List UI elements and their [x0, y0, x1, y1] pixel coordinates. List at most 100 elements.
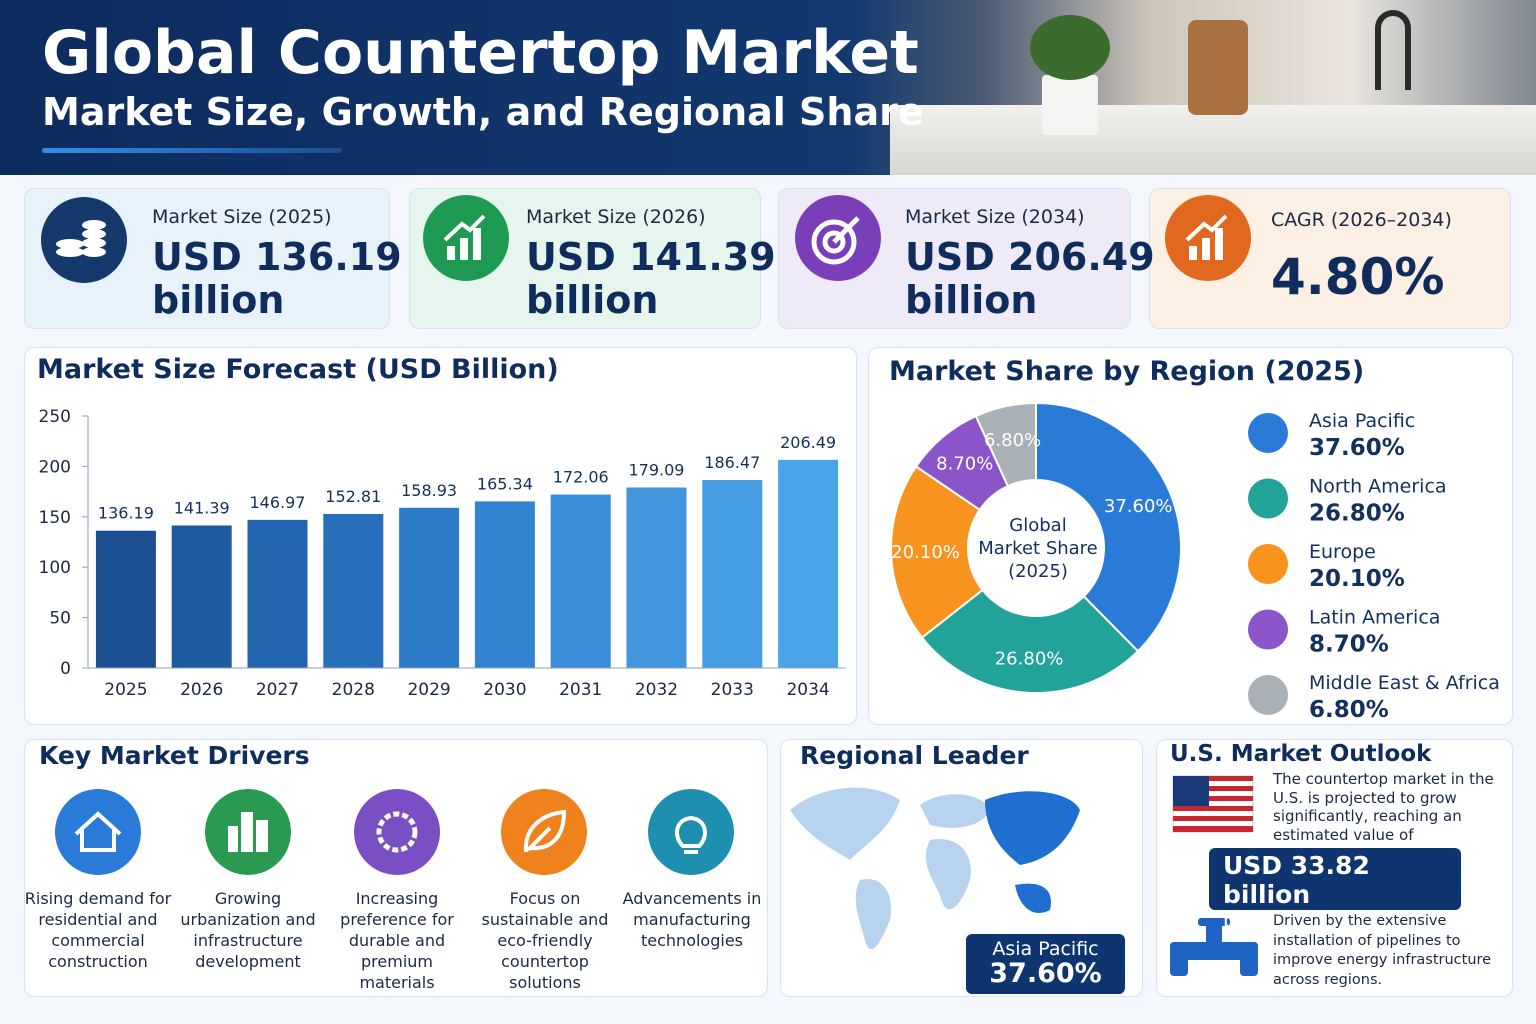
section-title: Key Market Drivers	[39, 741, 310, 770]
leaf-icon	[523, 809, 567, 853]
stat-value: USD 136.19	[152, 235, 402, 279]
legend-marker	[1248, 675, 1288, 715]
legend-value: 8.70%	[1309, 632, 1389, 658]
chart-title: Market Share by Region (2025)	[889, 356, 1365, 387]
pie-center-label: Global Market Share (2025)	[978, 515, 1098, 582]
us-note: Driven by the extensive installation of …	[1273, 913, 1492, 988]
subtitle: Market Size, Growth, and Regional Share	[42, 90, 924, 134]
title: Global Countertop Market	[42, 18, 919, 88]
icon	[41, 197, 127, 283]
driver-text: Rising demand for residential and commer…	[24, 889, 172, 971]
icon	[354, 789, 440, 875]
stat-icons	[41, 195, 1251, 283]
bar	[702, 480, 763, 668]
x-tick-label: 2026	[180, 680, 223, 700]
section-title: U.S. Market Outlook	[1170, 741, 1432, 767]
us-flag	[1172, 775, 1254, 833]
us-year: by 2032	[1223, 908, 1305, 932]
legend-value: 6.80%	[1309, 697, 1389, 723]
x-tick-label: 2028	[332, 680, 375, 700]
us-value: USD 33.82 billion	[1223, 851, 1370, 909]
legend-value: 37.60%	[1309, 435, 1405, 461]
stat-unit: billion	[152, 278, 285, 322]
x-tick-label: 2033	[711, 680, 754, 700]
slice-label: 26.80%	[995, 648, 1064, 669]
pipe-icon	[1170, 918, 1258, 976]
y-tick-label: 100	[39, 558, 71, 578]
value-label: 136.19	[98, 504, 154, 523]
bar	[95, 530, 156, 668]
bar	[171, 525, 232, 668]
value-label: 206.49	[780, 433, 836, 452]
section-title: Regional Leader	[800, 741, 1029, 770]
counter	[890, 105, 1536, 175]
underline	[42, 148, 342, 153]
asia-pacific	[985, 791, 1080, 913]
y-tick-label: 250	[39, 407, 71, 427]
driver-text: Advancements in manufacturing technologi…	[622, 889, 762, 950]
driver-text: Increasing preference for durable and pr…	[340, 889, 454, 992]
slice-label: 20.10%	[891, 542, 960, 563]
bar-chart: 0 50 100 150 200 250 136.19 2025 141.39 2026 146.9…	[39, 407, 846, 700]
growth-icon	[443, 214, 486, 260]
legend-label: Europe	[1309, 541, 1376, 563]
value-label: 186.47	[704, 453, 760, 472]
pie-slice	[974, 401, 1037, 488]
pie-slice	[890, 465, 984, 639]
bar	[247, 519, 308, 668]
stat-value: USD 206.49	[905, 235, 1155, 279]
stat-unit: billion	[905, 278, 1038, 322]
y-tick-label: 0	[60, 659, 71, 679]
legend-value: 26.80%	[1309, 501, 1405, 527]
city-icon	[228, 812, 268, 852]
value-label: 172.06	[553, 468, 609, 487]
us-intro: The countertop market in the U.S. is pro…	[1273, 770, 1494, 844]
icon	[55, 789, 141, 875]
continents	[790, 787, 990, 950]
legend-label: Middle East & Africa	[1309, 672, 1500, 694]
plant-pot	[1042, 75, 1098, 135]
stat-value: 4.80%	[1271, 248, 1445, 306]
bar	[474, 501, 535, 668]
legend-label: North America	[1309, 476, 1447, 498]
pie-slice	[1035, 401, 1182, 653]
legend-value: 20.10%	[1309, 566, 1405, 592]
y-tick-label: 200	[39, 457, 71, 477]
bar	[323, 513, 384, 668]
target-icon	[811, 216, 860, 265]
slice-label: 8.70%	[936, 454, 993, 475]
world-map	[790, 787, 1080, 950]
coins-icon	[56, 220, 106, 257]
leader-badge: Asia Pacific 37.60%	[966, 934, 1125, 994]
leader-share: 37.60%	[989, 958, 1102, 989]
y-tick-label: 50	[49, 609, 71, 629]
legend-label: Asia Pacific	[1309, 410, 1415, 432]
x-tick-label: 2034	[786, 680, 829, 700]
x-tick-label: 2031	[559, 680, 602, 700]
x-tick-label: 2027	[256, 680, 299, 700]
gear-icon	[376, 811, 418, 853]
y-tick-label: 150	[39, 508, 71, 528]
us-value-badge: USD 33.82 billion by 2032	[1209, 848, 1461, 931]
legend-marker	[1248, 478, 1288, 519]
bar	[778, 459, 839, 668]
faucet	[1375, 10, 1411, 90]
legend-marker	[1248, 544, 1288, 584]
house-icon	[74, 811, 122, 852]
legend-label: Latin America	[1309, 607, 1440, 629]
value-label: 141.39	[174, 498, 230, 517]
pie-chart: 37.60% Asia Pacific 37.60% 26.80% North Amer…	[890, 401, 1500, 723]
legend-marker	[1248, 609, 1288, 650]
legend-marker	[1248, 413, 1288, 453]
bar	[399, 507, 460, 668]
bar	[550, 494, 611, 668]
stat-label: Market Size (2025)	[152, 206, 332, 228]
driver-text: Growing urbanization and infrastructure …	[180, 889, 316, 971]
value-label: 158.93	[401, 481, 457, 500]
value-label: 179.09	[629, 460, 685, 479]
value-label: 165.34	[477, 474, 533, 493]
stat-unit: billion	[526, 278, 659, 322]
stat-label: Market Size (2026)	[526, 206, 706, 228]
icon	[648, 789, 734, 875]
